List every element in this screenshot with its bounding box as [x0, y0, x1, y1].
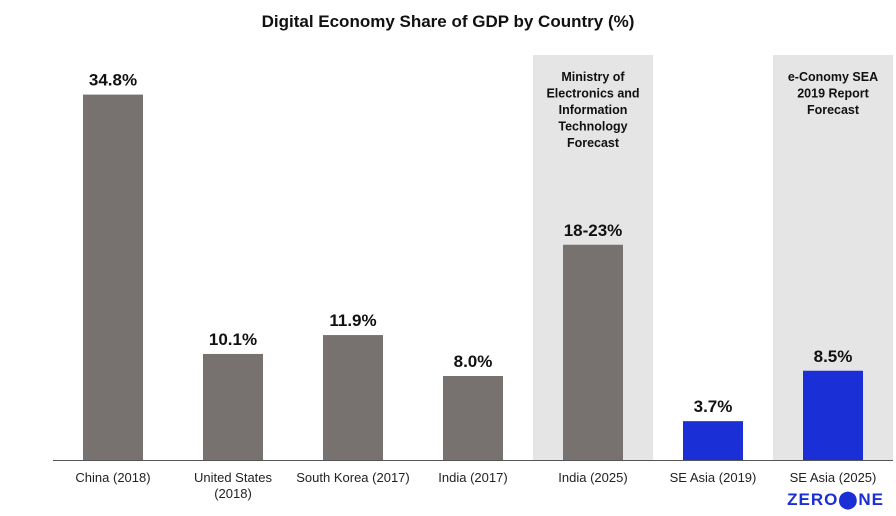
bars: [83, 94, 863, 460]
category-label-1: United States (2018): [194, 470, 273, 501]
bar-1: [203, 353, 263, 460]
category-label-4: India (2025): [558, 470, 627, 485]
bar-5: [683, 421, 743, 460]
category-labels: China (2018) United States (2018) South Kor…: [75, 470, 876, 501]
category-label-6: SE Asia (2025): [790, 470, 877, 485]
band-label-1: e-Conomy SEA 2019 Report Forecast: [788, 70, 878, 117]
value-label-4: 18-23%: [564, 221, 623, 240]
value-label-5: 3.7%: [694, 397, 733, 416]
bar-2: [323, 335, 383, 460]
bar-3: [443, 376, 503, 460]
value-label-3: 8.0%: [454, 352, 493, 371]
category-label-3: India (2017): [438, 470, 507, 485]
category-label-5: SE Asia (2019): [670, 470, 757, 485]
category-label-0: China (2018): [75, 470, 150, 485]
value-label-0: 34.8%: [89, 71, 137, 90]
value-label-1: 10.1%: [209, 330, 257, 349]
chart-title: Digital Economy Share of GDP by Country …: [262, 12, 635, 31]
bar-6: [803, 370, 863, 460]
bar-0: [83, 94, 143, 460]
band-label-0: Ministry of Electronics and Information Tec…: [546, 70, 639, 150]
category-label-2: South Korea (2017): [296, 470, 409, 485]
value-labels: 34.8% 10.1% 11.9% 8.0% 18-23% 3.7% 8.5%: [89, 71, 852, 417]
value-label-6: 8.5%: [814, 347, 853, 366]
value-label-2: 11.9%: [329, 311, 376, 330]
bar-4: [563, 244, 623, 460]
zeroone-logo: ZERO⬤NE: [787, 490, 884, 509]
